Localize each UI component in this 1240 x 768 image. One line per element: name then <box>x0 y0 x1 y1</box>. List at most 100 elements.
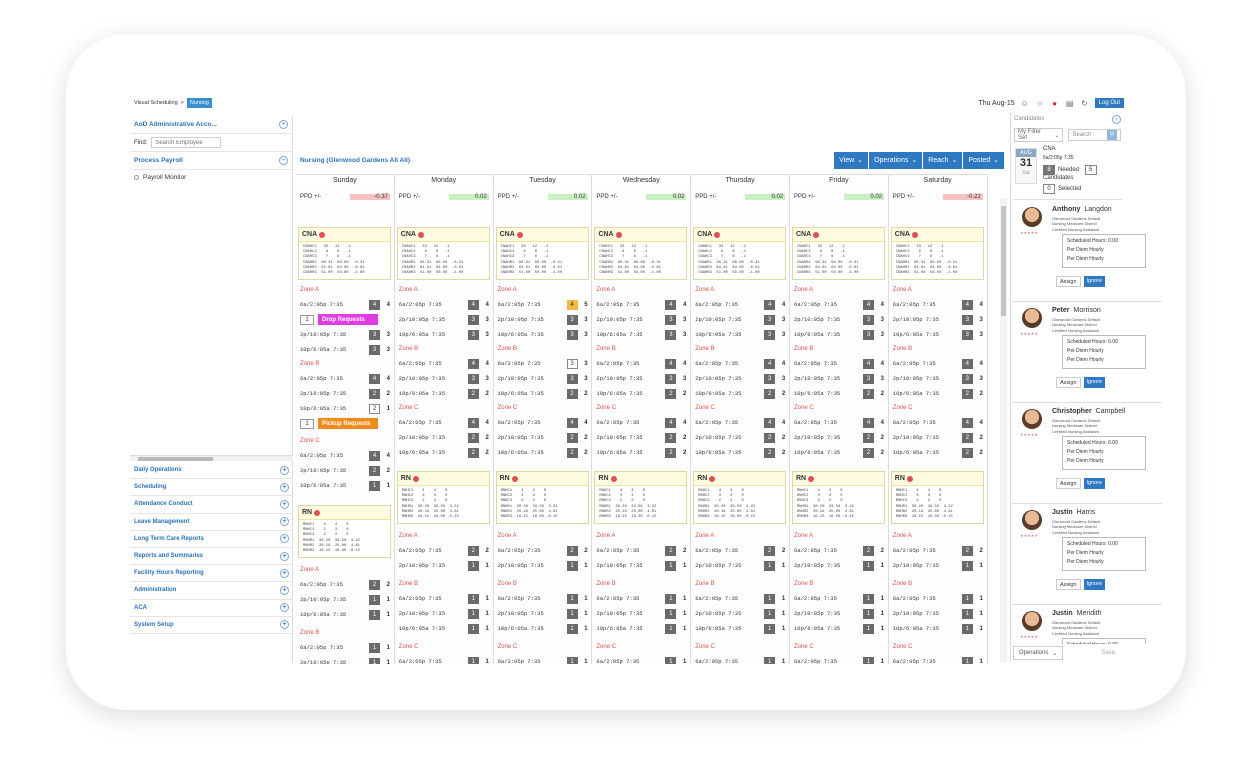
scheduled-count[interactable]: 1 <box>764 656 776 664</box>
shift-row[interactable]: 2p/10:05p 7:35 2 2 <box>498 432 588 443</box>
shift-row[interactable]: 6a/2:05p 7:35 4 4 <box>695 417 785 428</box>
scheduled-count[interactable]: 3 <box>566 314 578 325</box>
shift-row[interactable]: 6a/2:05p 7:35 4 4 <box>893 299 983 310</box>
scheduled-count[interactable]: 1 <box>665 656 677 664</box>
scheduled-count[interactable]: 2 <box>764 447 776 458</box>
shift-row[interactable]: 2p/10:05p 7:35 2 2 <box>399 432 489 443</box>
scheduled-count[interactable]: 1 <box>467 560 479 571</box>
scheduled-count[interactable]: 4 <box>665 299 677 310</box>
shift-row[interactable]: 10p/6:05a 7:35 2 2 <box>498 388 588 399</box>
scheduled-count[interactable]: 1 <box>863 593 874 604</box>
scheduled-count[interactable]: 1 <box>961 608 973 619</box>
scheduled-count[interactable]: 4 <box>764 417 776 428</box>
scheduled-count[interactable]: 1 <box>764 623 776 634</box>
menu-long-term-care-reports[interactable]: Long Term Care Reports + <box>130 531 293 548</box>
scheduled-count[interactable]: 3 <box>566 373 578 384</box>
scheduled-count[interactable]: 2 <box>566 432 578 443</box>
shift-row[interactable]: 10p/6:05a 7:35 2 2 <box>399 447 489 458</box>
ignore-button[interactable]: Ignore <box>1083 478 1106 489</box>
scheduled-count[interactable]: 1 <box>566 623 578 634</box>
scheduled-count[interactable]: 2 <box>566 545 578 556</box>
shift-row[interactable]: 2p/10:05p 7:35 3 3 <box>695 373 785 384</box>
shift-row[interactable]: 10p/6:05a 7:35 2 1 <box>300 403 390 414</box>
ignore-button[interactable]: Ignore <box>1083 377 1106 388</box>
shift-row[interactable]: 6a/2:05p 7:35 2 2 <box>498 545 588 556</box>
scheduled-count[interactable]: 4 <box>467 358 479 369</box>
shift-row[interactable]: 6a/2:05p 7:35 1 1 <box>300 642 390 653</box>
shift-row[interactable]: 6a/2:05p 7:35 1 1 <box>498 656 588 664</box>
scheduled-count[interactable]: 1 <box>961 623 973 634</box>
chat-icon[interactable]: ○ <box>1037 98 1043 108</box>
shift-row[interactable]: 2p/10:05p 7:35 1 1 <box>300 594 390 605</box>
expand-icon[interactable]: + <box>280 482 289 492</box>
posted-menu[interactable]: Posted ⌄ <box>963 151 1004 169</box>
shift-row[interactable]: 10p/6:05a 7:35 1 1 <box>596 623 686 634</box>
expand-icon[interactable]: + <box>280 534 289 544</box>
shift-row[interactable]: 6a/2:05p 7:35 4 5 <box>498 299 588 310</box>
shift-row[interactable]: 6a/2:05p 7:35 4 4 <box>893 358 983 369</box>
scroll-thumb[interactable] <box>138 457 213 461</box>
shift-row[interactable]: 10p/6:05a 7:35 2 2 <box>596 447 686 458</box>
operations-menu[interactable]: Operations ⌄ <box>869 151 923 169</box>
shift-row[interactable]: 2p/10:05p 7:35 3 3 <box>300 329 390 340</box>
scheduled-count[interactable]: 1 <box>467 623 479 634</box>
expand-icon[interactable]: + <box>280 620 289 630</box>
shift-row[interactable]: 6a/2:05p 7:35 1 1 <box>399 593 489 604</box>
shift-row[interactable]: 2p/10:05p 7:35 2 2 <box>893 432 983 443</box>
scheduled-count[interactable]: 2 <box>764 545 776 556</box>
scheduled-count[interactable]: 2 <box>961 545 973 556</box>
shift-row[interactable]: 6a/2:05p 7:35 4 4 <box>794 417 884 428</box>
scheduled-count[interactable]: 1 <box>764 560 776 571</box>
shift-row[interactable]: 6a/2:05p 7:35 4 4 <box>695 358 785 369</box>
scheduled-count[interactable]: 1 <box>566 560 578 571</box>
scheduled-count[interactable]: 1 <box>863 608 874 619</box>
shift-row[interactable]: 6a/2:05p 7:35 2 2 <box>300 579 390 590</box>
scheduled-count[interactable]: 2 <box>665 545 677 556</box>
shift-row[interactable]: 6a/2:05p 7:35 4 4 <box>794 299 884 310</box>
shift-row[interactable]: 6a/2:05p 7:35 2 2 <box>399 545 489 556</box>
scheduled-count[interactable]: 1 <box>665 560 677 571</box>
scheduled-count[interactable]: 3 <box>369 344 380 355</box>
candidate-search[interactable]: Search ⚲ <box>1068 129 1121 141</box>
scheduled-count[interactable]: 3 <box>961 373 973 384</box>
scheduled-count[interactable]: 1 <box>566 593 578 604</box>
clipboard-icon[interactable]: ▤ <box>1065 98 1074 108</box>
shift-row[interactable]: 2p/10:05p 7:35 1 1 <box>893 608 983 619</box>
shift-row[interactable]: 10p/6:05a 7:35 1 1 <box>794 623 884 634</box>
shift-row[interactable]: 6a/2:05p 7:35 4 4 <box>498 417 588 428</box>
shift-row[interactable]: 2p/10:05p 7:35 1 1 <box>695 560 785 571</box>
shift-row[interactable]: 2p/10:05p 7:35 2 2 <box>794 432 884 443</box>
shift-row[interactable]: 6a/2:05p 7:35 4 4 <box>399 358 489 369</box>
shift-row[interactable]: 2p/10:05p 7:35 3 3 <box>695 314 785 325</box>
shift-row[interactable]: 6a/2:05p 7:35 4 4 <box>695 299 785 310</box>
scheduled-count[interactable]: 4 <box>566 299 578 310</box>
scheduled-count[interactable]: 1 <box>369 594 380 605</box>
org-header[interactable]: AoD Administrative Acco... • <box>130 116 292 134</box>
shift-row[interactable]: 2p/10:05p 7:35 3 3 <box>893 373 983 384</box>
scheduled-count[interactable]: 2 <box>467 388 479 399</box>
scheduled-count[interactable]: 3 <box>764 373 776 384</box>
scheduled-count[interactable]: 1 <box>467 608 479 619</box>
scheduled-count[interactable]: 2 <box>863 545 874 556</box>
scheduled-count[interactable]: 1 <box>665 623 677 634</box>
breadcrumb-nursing[interactable]: Nursing <box>186 98 212 108</box>
shift-row[interactable]: 6a/2:05p 7:35 4 4 <box>596 299 686 310</box>
shift-row[interactable]: 6a/2:05p 7:35 1 1 <box>498 593 588 604</box>
search-employee-input[interactable] <box>151 137 222 148</box>
shift-row[interactable]: 2p/10:05p 7:35 1 1 <box>794 560 884 571</box>
shift-row[interactable]: 10p/6:05a 7:35 3 3 <box>596 329 686 340</box>
shift-row[interactable]: 10p/6:05a 7:35 1 1 <box>695 623 785 634</box>
shift-row[interactable]: 2p/10:05p 7:35 3 3 <box>893 314 983 325</box>
assign-button[interactable]: Assign <box>1056 377 1081 388</box>
scheduled-count[interactable]: 4 <box>369 299 380 310</box>
scheduled-count[interactable]: 4 <box>961 417 973 428</box>
shift-row[interactable]: 2p/10:05p 7:35 2 2 <box>596 432 686 443</box>
shift-row[interactable]: 2p/10:05p 7:35 1 1 <box>300 657 390 664</box>
expand-icon[interactable]: + <box>280 551 289 561</box>
shift-row[interactable]: 2p/10:05p 7:35 3 3 <box>399 314 489 325</box>
menu-aca[interactable]: ACA + <box>130 600 293 617</box>
scheduled-count[interactable]: 2 <box>961 432 973 443</box>
scheduled-count[interactable]: 4 <box>467 299 479 310</box>
scheduled-count[interactable]: 2 <box>863 447 874 458</box>
scheduled-count[interactable]: 2 <box>369 579 380 590</box>
